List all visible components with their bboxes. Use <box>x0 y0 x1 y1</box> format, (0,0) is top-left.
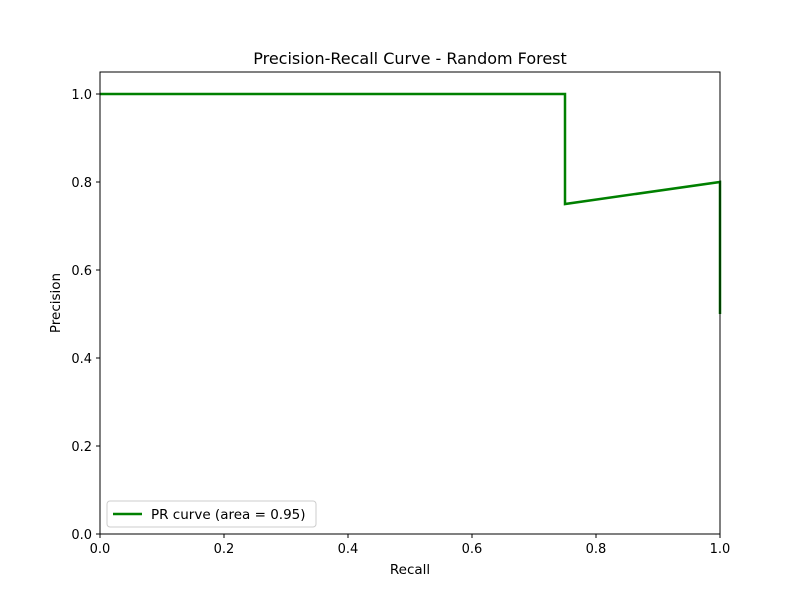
y-tick-label: 0.8 <box>71 176 92 191</box>
x-axis-label: Recall <box>390 562 430 578</box>
plot-area <box>100 72 720 534</box>
x-tick-label: 0.4 <box>338 542 359 557</box>
legend-label: PR curve (area = 0.95) <box>151 507 306 523</box>
y-tick-label: 0.4 <box>71 352 92 367</box>
plot-frame <box>99 71 721 535</box>
y-axis-ticks: 0.0 0.2 0.4 0.6 0.8 1.0 <box>71 88 100 543</box>
x-axis-ticks: 0.0 0.2 0.4 0.6 0.8 1.0 <box>90 534 731 557</box>
x-tick-label: 0.6 <box>462 542 483 557</box>
y-tick-label: 0.2 <box>71 440 92 455</box>
chart-title: Precision-Recall Curve - Random Forest <box>253 49 567 68</box>
legend-box <box>106 500 317 528</box>
y-tick-label: 1.0 <box>71 88 92 103</box>
legend: PR curve (area = 0.95) <box>106 500 317 528</box>
x-tick-label: 0.2 <box>214 542 235 557</box>
x-tick-label: 0.0 <box>90 542 111 557</box>
x-tick-label: 1.0 <box>710 542 731 557</box>
y-axis-label: Precision <box>48 273 64 333</box>
x-tick-label: 0.8 <box>586 542 607 557</box>
y-tick-label: 0.6 <box>71 264 92 279</box>
y-tick-label: 0.0 <box>71 528 92 543</box>
